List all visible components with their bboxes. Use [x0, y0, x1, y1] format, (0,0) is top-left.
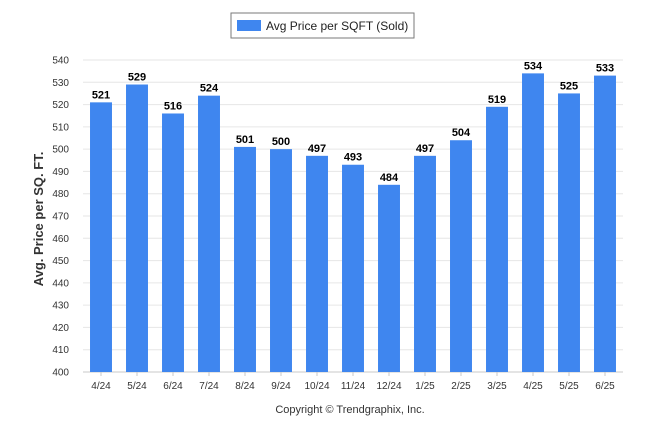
- y-axis: 400 410 420 430 440 450 460 470 480 490 500 510 520 5…: [52, 56, 69, 379]
- y-tick-label: 500: [52, 145, 69, 156]
- bar: [450, 140, 472, 372]
- x-tick-label: 10/24: [304, 381, 329, 392]
- x-tick-label: 4/24: [91, 381, 111, 392]
- bars: [90, 73, 616, 373]
- data-label: 534: [524, 60, 543, 72]
- y-tick-label: 460: [52, 234, 69, 245]
- bar: [594, 75, 616, 372]
- y-tick-label: 410: [52, 345, 69, 356]
- y-tick-label: 540: [52, 56, 69, 67]
- y-tick-label: 440: [52, 278, 69, 289]
- bar: [558, 93, 580, 372]
- bar: [486, 106, 508, 373]
- data-label: 504: [452, 127, 471, 139]
- y-tick-label: 520: [52, 100, 69, 111]
- data-label: 493: [344, 152, 362, 164]
- bar: [234, 146, 256, 372]
- y-axis-label: Avg. Price per SQ. FT.: [31, 152, 46, 287]
- bar: [306, 155, 328, 372]
- x-tick-label: 5/24: [127, 381, 147, 392]
- x-tick-label: 5/25: [559, 381, 579, 392]
- y-tick-label: 400: [52, 368, 69, 379]
- data-label: 533: [596, 63, 614, 75]
- y-tick-label: 450: [52, 256, 69, 267]
- data-label: 529: [128, 72, 146, 84]
- x-tick-label: 12/24: [376, 381, 401, 392]
- bar: [126, 84, 148, 372]
- bar: [198, 95, 220, 373]
- copyright-footer: Copyright © Trendgraphix, Inc.: [275, 404, 424, 416]
- bar: [414, 155, 436, 372]
- y-tick-label: 530: [52, 78, 69, 89]
- y-tick-label: 470: [52, 212, 69, 223]
- bar: [342, 164, 364, 372]
- legend: Avg Price per SQFT (Sold): [230, 12, 415, 39]
- x-tick-label: 3/25: [487, 381, 507, 392]
- x-axis: 4/24 5/24 6/24 7/24 8/24 9/24 10/24 11/24 12/24 1…: [91, 372, 615, 392]
- legend-label: Avg Price per SQFT (Sold): [266, 19, 408, 33]
- data-label: 484: [380, 172, 399, 184]
- y-tick-label: 420: [52, 323, 69, 334]
- x-tick-label: 7/24: [199, 381, 219, 392]
- y-tick-label: 510: [52, 122, 69, 133]
- data-label: 497: [416, 143, 434, 155]
- bar: [522, 73, 544, 372]
- legend-swatch: [237, 20, 261, 31]
- data-label: 524: [200, 83, 219, 95]
- data-label: 521: [92, 89, 110, 101]
- x-tick-label: 6/24: [163, 381, 183, 392]
- x-tick-label: 9/24: [271, 381, 291, 392]
- legend-box: [230, 12, 415, 39]
- y-tick-label: 480: [52, 189, 69, 200]
- data-label: 519: [488, 94, 506, 106]
- x-tick-label: 4/25: [523, 381, 543, 392]
- x-tick-label: 11/24: [341, 381, 366, 392]
- data-label: 525: [560, 80, 578, 92]
- bar: [270, 149, 292, 372]
- bar: [162, 113, 184, 372]
- data-label: 501: [236, 134, 254, 146]
- data-label: 500: [272, 136, 290, 148]
- data-label: 516: [164, 100, 182, 112]
- bar: [90, 102, 112, 372]
- x-tick-label: 2/25: [451, 381, 471, 392]
- data-labels: 521 529 516 524 501 500 497 493 484 497 504 519 534 5…: [92, 60, 614, 183]
- x-tick-label: 6/25: [595, 381, 615, 392]
- x-tick-label: 1/25: [415, 381, 435, 392]
- x-tick-label: 8/24: [235, 381, 255, 392]
- bar: [378, 184, 400, 372]
- data-label: 497: [308, 143, 326, 155]
- y-tick-label: 490: [52, 167, 69, 178]
- y-tick-label: 430: [52, 301, 69, 312]
